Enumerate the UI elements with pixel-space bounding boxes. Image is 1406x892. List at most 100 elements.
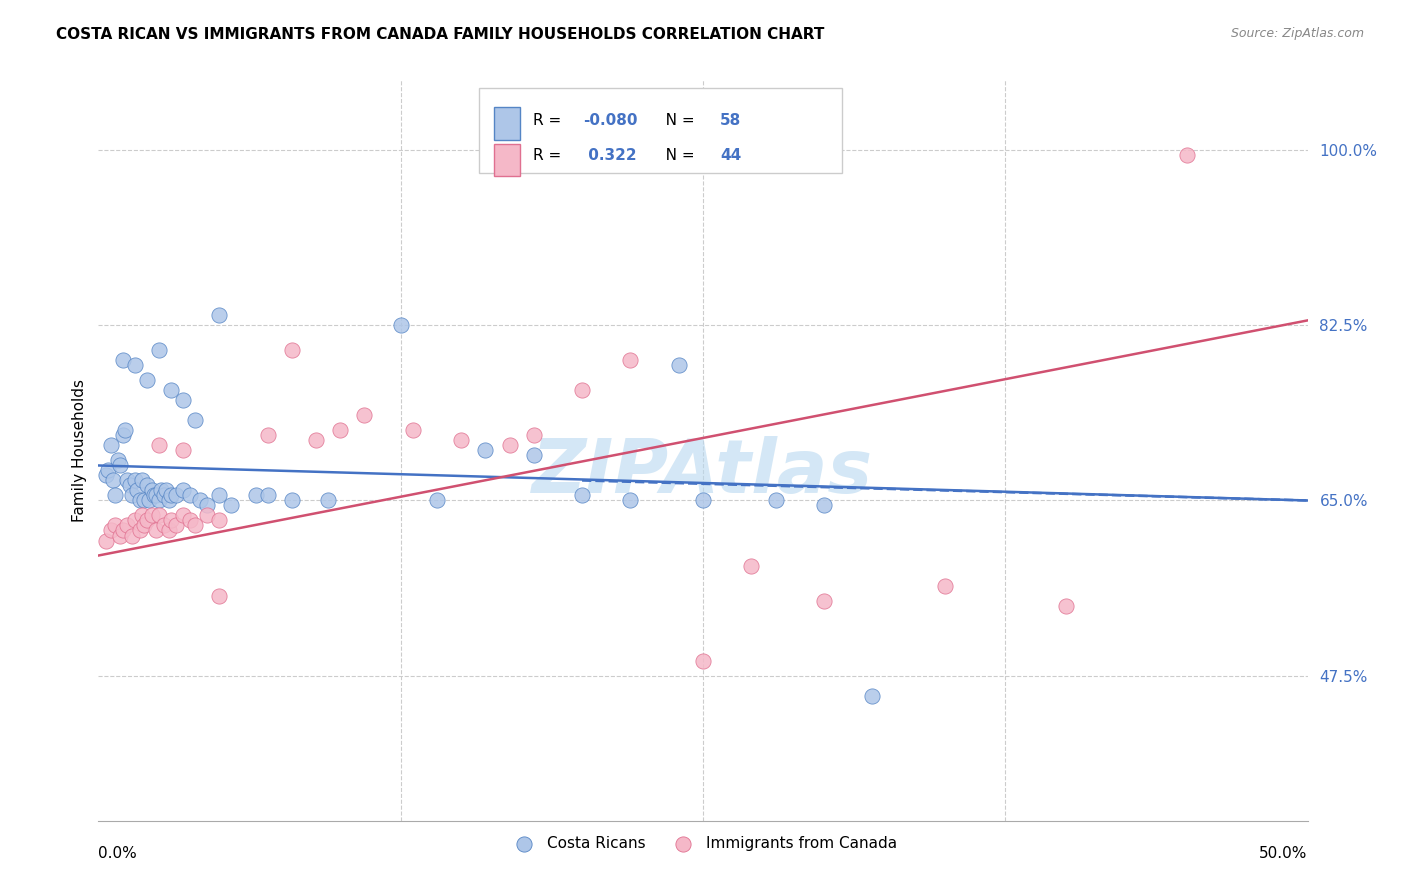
Point [305, 434, 328, 448]
Point [124, 474, 146, 488]
Point [141, 508, 163, 523]
Point [571, 488, 593, 502]
Point [281, 493, 304, 508]
Point [138, 493, 160, 508]
Point [97, 463, 120, 477]
Text: N =: N = [651, 112, 700, 128]
Point [619, 353, 641, 368]
Point [117, 474, 139, 488]
Point [127, 483, 149, 498]
Point [172, 393, 194, 408]
Text: ZIPAtlas: ZIPAtlas [533, 436, 873, 509]
Text: R =: R = [533, 148, 565, 163]
Point [389, 318, 412, 333]
Point [131, 508, 153, 523]
Text: 58: 58 [720, 112, 741, 128]
Point [94, 533, 117, 548]
Text: COSTA RICAN VS IMMIGRANTS FROM CANADA FAMILY HOUSEHOLDS CORRELATION CHART: COSTA RICAN VS IMMIGRANTS FROM CANADA FA… [56, 27, 824, 42]
Point [141, 483, 163, 498]
Point [148, 343, 170, 358]
Point [765, 493, 787, 508]
Point [165, 518, 187, 533]
Point [160, 488, 183, 502]
Point [426, 493, 449, 508]
Point [571, 384, 593, 398]
Point [100, 524, 122, 538]
FancyBboxPatch shape [494, 107, 520, 140]
Point [94, 468, 117, 483]
Point [195, 508, 218, 523]
Point [108, 458, 131, 473]
Point [1175, 148, 1198, 162]
Point [101, 474, 124, 488]
Point [402, 424, 425, 438]
Point [813, 499, 835, 513]
Point [148, 438, 170, 452]
Point [118, 478, 141, 492]
Point [195, 499, 218, 513]
Point [692, 493, 714, 508]
Point [100, 438, 122, 452]
Point [104, 488, 127, 502]
Point [121, 528, 143, 542]
Point [221, 499, 243, 513]
Point [523, 449, 546, 463]
Point [111, 428, 134, 442]
Point [145, 524, 167, 538]
Point [117, 518, 139, 533]
Point [208, 514, 231, 528]
Point [619, 493, 641, 508]
Point [135, 514, 157, 528]
Text: Source: ZipAtlas.com: Source: ZipAtlas.com [1230, 27, 1364, 40]
Point [523, 428, 546, 442]
Point [740, 558, 762, 573]
Point [245, 488, 267, 502]
Legend: Costa Ricans, Immigrants from Canada: Costa Ricans, Immigrants from Canada [502, 830, 904, 857]
Point [188, 493, 211, 508]
Point [148, 508, 170, 523]
Text: 44: 44 [720, 148, 741, 163]
Point [172, 483, 194, 498]
Text: 0.0%: 0.0% [98, 846, 138, 861]
Point [121, 488, 143, 502]
Point [134, 518, 156, 533]
Point [256, 488, 278, 502]
FancyBboxPatch shape [479, 87, 842, 173]
Point [450, 434, 472, 448]
Point [145, 488, 167, 502]
FancyBboxPatch shape [494, 144, 520, 177]
Point [160, 514, 183, 528]
Point [353, 409, 375, 423]
Point [128, 493, 150, 508]
Point [107, 453, 129, 467]
Point [316, 493, 339, 508]
Point [150, 483, 173, 498]
Text: -0.080: -0.080 [583, 112, 638, 128]
Point [184, 518, 207, 533]
Point [668, 359, 690, 373]
Point [128, 524, 150, 538]
Point [692, 654, 714, 668]
Point [281, 343, 304, 358]
Point [813, 593, 835, 607]
Point [152, 518, 174, 533]
Point [157, 524, 180, 538]
Point [329, 424, 352, 438]
Point [208, 488, 231, 502]
Point [124, 359, 146, 373]
Point [160, 384, 183, 398]
Point [165, 488, 187, 502]
Point [143, 488, 166, 502]
Point [208, 309, 231, 323]
Point [179, 488, 201, 502]
Point [114, 424, 136, 438]
Point [155, 483, 177, 498]
Point [134, 493, 156, 508]
Point [104, 518, 127, 533]
Point [131, 474, 153, 488]
Text: 0.322: 0.322 [583, 148, 637, 163]
Point [111, 353, 134, 368]
Point [172, 508, 194, 523]
Y-axis label: Family Households: Family Households [72, 379, 87, 522]
Point [179, 514, 201, 528]
